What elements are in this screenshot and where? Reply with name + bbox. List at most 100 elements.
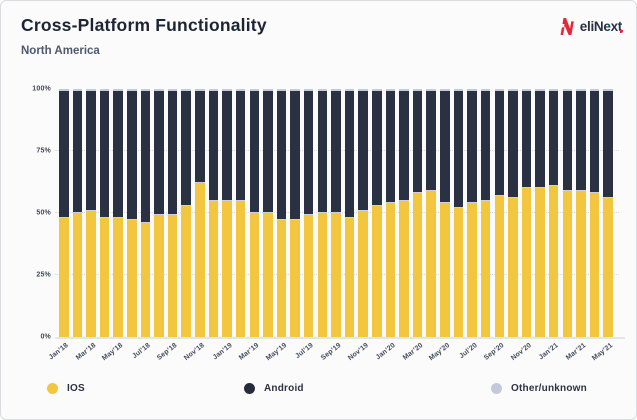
bar-segment-android	[195, 91, 205, 184]
bar-segment-other	[208, 89, 219, 92]
stacked-bar[interactable]	[385, 89, 396, 337]
stacked-bar[interactable]	[249, 89, 260, 337]
stacked-bar[interactable]	[276, 89, 287, 337]
plot-area	[55, 89, 625, 339]
stacked-bar[interactable]	[562, 89, 573, 337]
bar-segment-ios	[222, 200, 232, 337]
bar-segment-ios	[548, 185, 559, 337]
bar-segment-other	[426, 89, 436, 92]
stacked-bar[interactable]	[331, 89, 341, 337]
bar-segment-ios	[603, 198, 613, 337]
bar-segment-ios	[72, 213, 83, 337]
bar-segment-android	[113, 91, 123, 218]
bar-segment-ios	[440, 203, 450, 337]
stacked-bar[interactable]	[140, 89, 151, 337]
legend-item-other[interactable]: Other/unknown	[491, 383, 587, 394]
bar-segment-ios	[331, 213, 341, 337]
stacked-bar[interactable]	[72, 89, 83, 337]
bar-segment-other	[589, 89, 600, 92]
stacked-bar[interactable]	[99, 89, 110, 337]
stacked-bar[interactable]	[235, 89, 246, 337]
bar-segment-other	[59, 89, 69, 92]
stacked-bar[interactable]	[208, 89, 219, 337]
bar-segment-other	[412, 89, 423, 92]
bar-segment-android	[249, 91, 260, 213]
bar-segment-other	[127, 89, 137, 92]
bar-segment-android	[167, 91, 178, 216]
stacked-bar[interactable]	[344, 89, 355, 337]
stacked-bar[interactable]	[453, 89, 464, 337]
bar-segment-ios	[195, 183, 205, 337]
brand-name-prefix: eli	[579, 19, 594, 34]
stacked-bar[interactable]	[317, 89, 328, 337]
stacked-bar[interactable]	[181, 89, 191, 337]
bar-segment-android	[59, 91, 69, 218]
bar-segment-other	[222, 89, 232, 92]
bar-segment-ios	[86, 210, 96, 337]
stacked-bar[interactable]	[290, 89, 300, 337]
stacked-bar[interactable]	[467, 89, 477, 337]
stacked-bar[interactable]	[535, 89, 545, 337]
stacked-bar[interactable]	[440, 89, 450, 337]
stacked-bar[interactable]	[358, 89, 368, 337]
bar-segment-ios	[303, 215, 314, 337]
bar-segment-android	[99, 91, 110, 218]
brand-name-n: N	[593, 19, 604, 34]
bar-segment-other	[303, 89, 314, 92]
bar-segment-ios	[154, 215, 164, 337]
stacked-bar[interactable]	[576, 89, 586, 337]
stacked-bar[interactable]	[195, 89, 205, 337]
stacked-bar[interactable]	[263, 89, 273, 337]
bar-segment-ios	[263, 213, 273, 337]
bar-segment-ios	[399, 200, 409, 337]
stacked-bar[interactable]	[154, 89, 164, 337]
stacked-bar[interactable]	[548, 89, 559, 337]
stacked-bar[interactable]	[508, 89, 518, 337]
stacked-bar[interactable]	[494, 89, 504, 337]
bar-segment-android	[276, 91, 287, 221]
bar-segment-ios	[453, 208, 464, 337]
bar-segment-android	[303, 91, 314, 216]
stacked-bar[interactable]	[372, 89, 382, 337]
bar-segment-other	[548, 89, 559, 92]
bar-segment-android	[331, 91, 341, 213]
stacked-bar[interactable]	[426, 89, 436, 337]
page-title: Cross-Platform Functionality	[21, 15, 267, 35]
x-axis-line	[55, 337, 625, 339]
stacked-bar[interactable]	[167, 89, 178, 337]
bar-segment-android	[181, 91, 191, 206]
stacked-bar[interactable]	[113, 89, 123, 337]
stacked-bar[interactable]	[412, 89, 423, 337]
bar-segment-android	[344, 91, 355, 218]
stacked-bar[interactable]	[589, 89, 600, 337]
other-legend-dot-icon	[491, 383, 502, 394]
bar-segment-android	[235, 91, 246, 201]
bar-segment-ios	[344, 217, 355, 337]
stacked-bar[interactable]	[399, 89, 409, 337]
elinext-n-mark-icon	[560, 18, 574, 35]
stacked-bar[interactable]	[86, 89, 96, 337]
y-axis-tick-label: 50%	[36, 209, 51, 217]
bar-segment-ios	[208, 200, 219, 337]
bar-segment-android	[154, 91, 164, 216]
stacked-bar[interactable]	[303, 89, 314, 337]
bar-segment-android	[412, 91, 423, 194]
stacked-bar[interactable]	[59, 89, 69, 337]
bar-segment-android	[480, 91, 491, 201]
bar-segment-ios	[467, 203, 477, 337]
stacked-bar[interactable]	[521, 89, 532, 337]
bar-segment-other	[480, 89, 491, 92]
legend-item-ios[interactable]: IOS	[47, 383, 85, 394]
bar-segment-ios	[576, 190, 586, 337]
stacked-bar[interactable]	[480, 89, 491, 337]
stacked-bar[interactable]	[127, 89, 137, 337]
bar-segment-ios	[167, 215, 178, 337]
bar-segment-android	[140, 91, 151, 223]
stacked-bar[interactable]	[603, 89, 613, 337]
bar-segment-other	[99, 89, 110, 92]
bar-segment-android	[208, 91, 219, 201]
bar-segment-android	[589, 91, 600, 194]
stacked-bar[interactable]	[222, 89, 232, 337]
y-axis: 0% 25% 50% 75% 100%	[1, 86, 51, 341]
legend-item-android[interactable]: Android	[244, 383, 304, 394]
